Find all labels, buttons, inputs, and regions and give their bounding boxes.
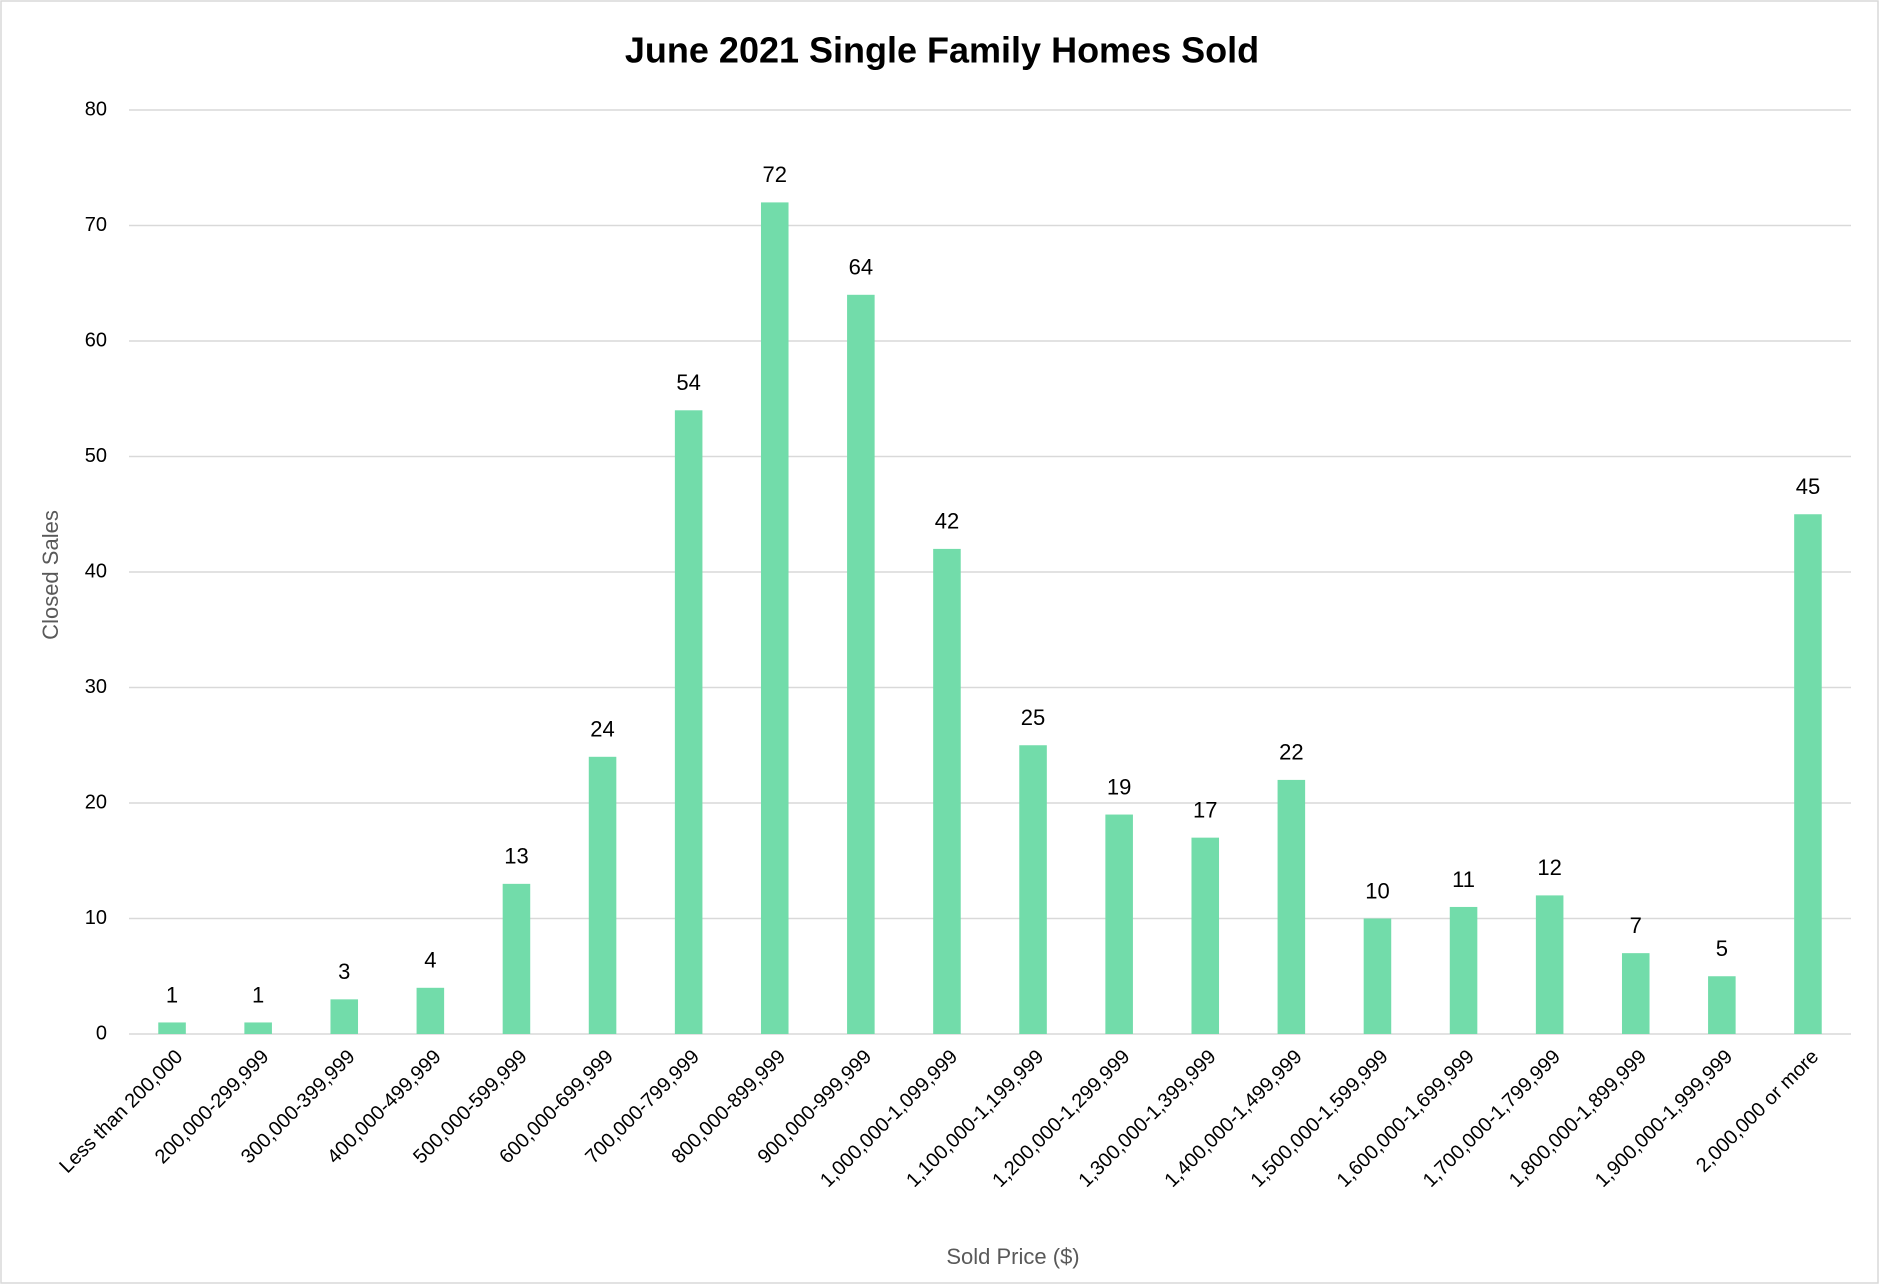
data-label: 45: [1796, 474, 1820, 499]
bar: [1535, 895, 1564, 1034]
data-label: 12: [1537, 855, 1561, 880]
bar: [1191, 837, 1220, 1034]
bar: [244, 1022, 272, 1034]
data-label: 11: [1452, 867, 1475, 892]
data-label: 54: [676, 370, 700, 395]
bar: [1794, 514, 1822, 1034]
bar: [1105, 814, 1133, 1034]
data-label: 17: [1193, 797, 1217, 822]
data-label: 42: [935, 509, 959, 534]
bar: [502, 883, 531, 1034]
bar: [1363, 918, 1392, 1034]
bar: [1708, 976, 1736, 1034]
bar: [933, 548, 961, 1034]
bar: [847, 294, 875, 1034]
data-label: 72: [763, 162, 787, 187]
y-tick-label: 30: [85, 676, 107, 698]
data-label: 19: [1107, 774, 1131, 799]
data-label: 5: [1716, 936, 1728, 961]
bar: [1621, 953, 1650, 1034]
chart-title: June 2021 Single Family Homes Sold: [625, 30, 1259, 71]
data-label: 22: [1279, 740, 1303, 765]
data-label: 13: [504, 844, 528, 869]
bar: [416, 987, 445, 1034]
bar: [158, 1022, 186, 1034]
bar: [760, 202, 789, 1034]
y-axis-label: Closed Sales: [38, 510, 63, 640]
x-axis-label: Sold Price ($): [946, 1244, 1079, 1269]
bar: [1019, 745, 1047, 1034]
data-label: 24: [590, 717, 614, 742]
y-tick-label: 20: [85, 791, 107, 813]
bar: [330, 999, 359, 1034]
bar: [588, 756, 617, 1034]
y-tick-label: 60: [85, 329, 107, 351]
data-label: 7: [1630, 913, 1642, 938]
y-tick-label: 70: [85, 214, 107, 236]
data-label: 1: [252, 982, 264, 1007]
y-tick-label: 40: [85, 560, 107, 582]
y-tick-label: 0: [96, 1022, 107, 1044]
data-label: 1: [166, 982, 178, 1007]
y-tick-label: 10: [85, 907, 107, 929]
data-label: 64: [849, 255, 873, 280]
data-label: 10: [1365, 878, 1389, 903]
bar: [674, 410, 703, 1034]
y-tick-label: 80: [85, 98, 107, 120]
bar: [1277, 779, 1306, 1034]
data-label: 4: [424, 948, 436, 973]
data-label: 3: [338, 959, 350, 984]
data-label: 25: [1021, 705, 1045, 730]
y-tick-label: 50: [85, 445, 107, 467]
bar: [1449, 906, 1478, 1034]
